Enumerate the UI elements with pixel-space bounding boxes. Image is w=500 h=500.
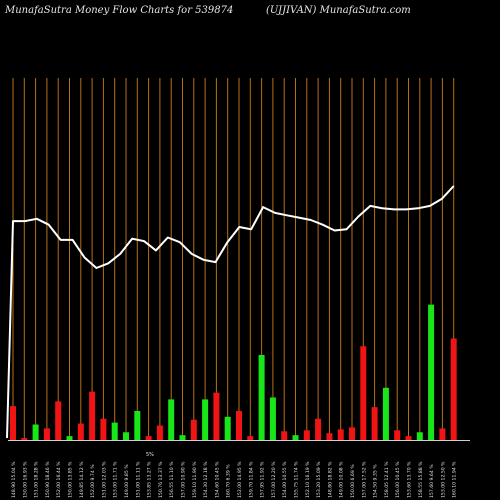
volume-bar (236, 411, 242, 440)
x-tick-label: 154.50 9.35 % (373, 464, 379, 498)
x-tick-label: 149.00 10.08 % (339, 461, 345, 498)
volume-bar (337, 429, 344, 440)
x-tick-label: 160.10 11.94 % (452, 461, 458, 498)
x-tick-label: 160.70 6.39 % (226, 464, 232, 498)
x-tick-label: 158.55 15.88 % (418, 461, 424, 498)
volume-bar (405, 436, 412, 440)
volume-bar (269, 397, 276, 440)
x-tick-label: 157.60 9.64 % (429, 464, 435, 498)
x-tick-label: 151.00 12.03 % (101, 461, 107, 498)
volume-bar (202, 399, 209, 440)
volume-bar (111, 422, 118, 440)
volume-bar (32, 424, 39, 440)
x-tick-label: 152.00 14.95 % (237, 461, 243, 498)
volume-bar (145, 436, 152, 440)
volume-bar (213, 392, 220, 440)
volume-bar (10, 406, 16, 440)
x-tick-label: 149.85 14.12 % (79, 461, 85, 498)
volume-bar (190, 419, 197, 440)
volume-bar (21, 438, 28, 440)
volume-bar (360, 346, 367, 440)
x-tick-label: 148.80 18.82 % (327, 461, 333, 498)
volume-bar (394, 430, 401, 440)
volume-bar (326, 433, 333, 440)
x-tick-label: 150.00 6.69 % (350, 464, 356, 498)
volume-bar (55, 401, 62, 440)
volume-bar (349, 427, 355, 440)
x-tick-label: 157.00 10.90 % (181, 461, 187, 498)
volume-bar (100, 418, 107, 440)
x-tick-label: 149.00 9.85 % (124, 464, 130, 498)
volume-bar (134, 411, 141, 440)
volume-bar (179, 435, 186, 440)
x-tick-label: 150.00 13.85 % (68, 461, 74, 498)
x-tick-label: 155.75 11.74 % (294, 461, 300, 498)
x-axis-marker: 5% (146, 452, 154, 458)
volume-bar (224, 416, 231, 440)
x-tick-label: 154.60 10.45 % (214, 461, 220, 498)
volume-bar (247, 436, 254, 440)
volume-bar (43, 428, 50, 440)
volume-bar (303, 430, 310, 440)
x-tick-label: 156.00 10.45 % (395, 461, 401, 498)
volume-bar (450, 338, 457, 440)
x-tick-label: 150.76 13.37 % (158, 461, 164, 498)
x-tick-label: 153.60 13.70 % (407, 461, 413, 498)
x-tick-label: 151.00 11.11 % (135, 461, 141, 498)
price-line (6, 185, 455, 439)
x-tick-label: 154.30 12.18 % (203, 461, 209, 498)
x-tick-label: 157.00 17.52 % (361, 461, 367, 498)
volume-bar (371, 407, 378, 440)
x-tick-label: 159.10 11.90 % (192, 461, 198, 498)
volume-bar (77, 423, 84, 440)
x-tick-label: 157.95 11.92 % (260, 461, 266, 498)
volume-bar (258, 354, 265, 440)
volume-bar (416, 432, 423, 440)
volume-bar (168, 399, 175, 440)
x-tick-label: 159.70 11.84 % (248, 461, 254, 498)
x-tick-label: 158.05 12.41 % (384, 461, 390, 498)
x-tick-label: 153.85 13.27 % (147, 461, 153, 498)
x-tick-label: 150.90 18.46 % (45, 461, 51, 498)
x-tick-label: 152.10 16.19 % (305, 461, 311, 498)
x-tick-label: 150.00 16.93 % (22, 461, 28, 498)
x-tick-label: 152.00 9.74 % (90, 464, 96, 498)
x-tick-label: 157.00 12.20 % (271, 461, 277, 498)
volume-bar (66, 436, 73, 440)
x-tick-label: 153.00 12.50 % (440, 461, 446, 498)
volume-bar (382, 387, 389, 440)
chart-title-left: MunafaSutra Money Flow Charts for 539874 (5, 5, 234, 16)
x-tick-label: 152.00 16.44 % (56, 461, 62, 498)
volume-bar (439, 428, 446, 440)
chart-title-right: (UJJIVAN) MunafaSutra.com (266, 5, 411, 16)
x-tick-label: 148.90 15.04 % (11, 461, 17, 498)
volume-bar (315, 418, 322, 440)
volume-bar (428, 304, 435, 440)
volume-bar (292, 435, 299, 440)
volume-bar (123, 432, 129, 440)
volume-bar (281, 431, 288, 440)
x-tick-label: 151.00 18.28 % (34, 461, 40, 498)
x-tick-label: 156.55 11.10 % (169, 461, 175, 498)
x-tick-label: 153.00 11.71 % (113, 461, 119, 498)
volume-bar (89, 391, 96, 440)
x-tick-label: 154.00 10.55 % (282, 461, 288, 498)
x-tick-label: 153.20 15.09 % (316, 461, 322, 498)
volume-bar (156, 425, 163, 440)
